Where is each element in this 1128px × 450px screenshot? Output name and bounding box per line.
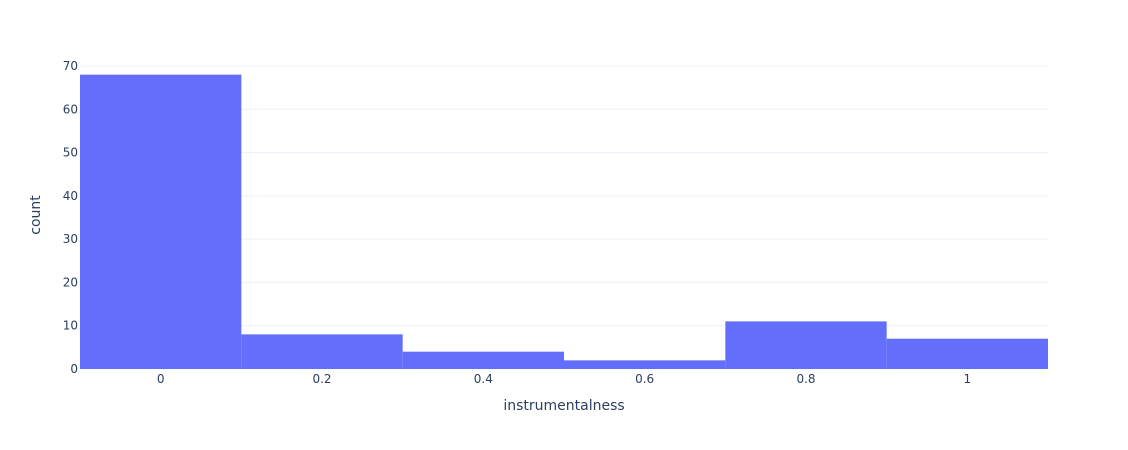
bars — [80, 74, 1048, 370]
x-tick-label: 0.4 — [474, 372, 493, 386]
y-tick-label: 60 — [63, 102, 78, 116]
x-tick-label: 1 — [964, 372, 972, 386]
y-tick-label: 10 — [63, 319, 78, 333]
histogram-bar[interactable] — [241, 334, 403, 369]
y-tick-label: 40 — [63, 189, 78, 203]
histogram-bar[interactable] — [725, 321, 887, 369]
x-tick-label: 0.6 — [635, 372, 654, 386]
x-tick-label: 0 — [157, 372, 165, 386]
histogram-bar[interactable] — [886, 338, 1048, 369]
y-tick-label: 70 — [63, 59, 78, 73]
y-tick-label: 50 — [63, 146, 78, 160]
x-tick-labels: 0 0.2 0.4 0.6 0.8 1 — [157, 372, 971, 386]
x-tick-label: 0.2 — [312, 372, 331, 386]
x-tick-label: 0.8 — [796, 372, 815, 386]
y-axis-title: count — [28, 195, 44, 235]
histogram-bar[interactable] — [402, 351, 564, 369]
y-tick-label: 20 — [63, 275, 78, 289]
histogram-bar[interactable] — [80, 74, 242, 370]
y-tick-label: 0 — [70, 362, 78, 376]
x-axis-title: instrumentalness — [503, 398, 624, 414]
y-tick-labels: 0 10 20 30 40 50 60 70 — [63, 59, 78, 376]
histogram-bar[interactable] — [564, 360, 726, 369]
y-tick-label: 30 — [63, 232, 78, 246]
